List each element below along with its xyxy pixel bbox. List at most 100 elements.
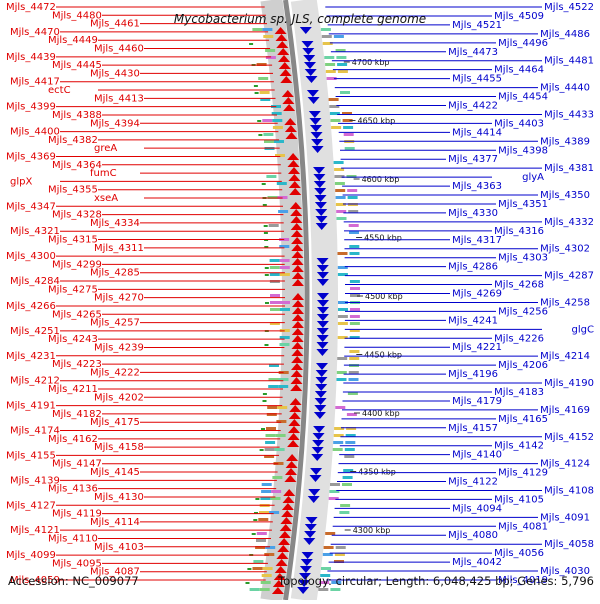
annotation-block [348,378,359,381]
annotation-block [335,49,346,52]
gc-mark [263,225,268,227]
annotation-block [338,301,348,304]
gene-label: Mjls_4256 [498,306,548,317]
annotation-block [326,77,337,80]
gene-label: Mjls_4202 [94,392,144,403]
annotation-block [329,105,340,108]
gene-label: Mjls_4285 [90,268,140,279]
gene-label: Mjls_4114 [90,517,140,528]
forward-gene-arrow [287,153,300,160]
forward-gene-arrow [288,426,300,433]
annotation-block [260,581,271,584]
gc-mark [258,134,263,136]
annotation-block [329,112,340,115]
gc-mark [265,302,269,304]
annotation-block [275,154,285,157]
reverse-gene-arrow [301,552,314,559]
gc-mark [264,344,269,346]
gene-label: Mjls_4330 [448,208,498,219]
reverse-gene-arrow [315,209,328,216]
topology-text: Topology: circular; Length: 6,048,425 bp… [277,574,594,588]
annotation-block [344,448,355,451]
annotation-block [349,350,360,353]
annotation-block [265,441,276,444]
annotation-block [328,497,339,500]
annotation-block [274,448,285,451]
reverse-gene-arrow [305,76,318,83]
reverse-gene-arrow [313,426,326,433]
annotation-block [345,434,356,437]
reverse-gene-arrow [303,538,316,545]
annotation-block [278,371,289,374]
annotation-block [318,588,329,591]
forward-gene-arrow [276,41,289,48]
annotation-block [278,210,289,213]
gc-mark [262,400,267,402]
reverse-gene-arrow [308,489,321,496]
annotation-block [329,490,340,493]
annotation-block [336,217,347,220]
gene-label: Mjls_4190 [544,378,594,389]
tick-label: 4700 kbp [352,58,390,67]
gc-mark [254,92,259,94]
tick-label: 4600 kbp [362,175,400,184]
annotation-block [335,196,346,199]
reverse-gene-arrow [316,349,329,356]
gene-label: Mjls_4328 [52,210,102,221]
feature-tracks [245,27,360,594]
gene-label: Mjls_4317 [452,235,502,246]
gene-label: Mjls_4470 [10,27,60,38]
forward-gene-arrow [288,181,301,188]
reverse-gene-arrow [313,181,326,188]
forward-gene-arrow [284,475,297,482]
annotation-block [342,119,353,122]
annotation-block [266,427,276,430]
reverse-gene-arrow [317,293,329,300]
annotation-block [279,329,290,332]
annotation-block [258,518,269,521]
gene-label: Mjls_4472 [6,2,56,13]
gene-label: Mjls_4275 [48,284,98,295]
gene-label: Mjls_4152 [544,432,594,443]
forward-gene-arrow [291,237,304,244]
tick-label: 4300 kbp [353,526,391,535]
forward-gene-arrow [287,433,300,440]
annotation-block [268,378,279,381]
annotation-block [261,490,272,493]
annotation-block [269,511,280,514]
gene-label: Mjls_4303 [498,253,548,264]
gene-label: Mjls_4155 [6,450,56,461]
forward-gene-arrow [291,258,304,265]
annotation-block [338,308,348,311]
annotation-block [336,371,347,374]
annotation-block [345,441,356,444]
forward-gene-arrow [279,524,292,531]
annotation-block [276,420,287,423]
gene-label: Mjls_4347 [6,201,56,212]
annotation-block [265,434,276,437]
gc-mark [262,393,267,395]
annotation-block [320,28,331,31]
annotation-block [260,497,271,500]
gene-label: Mjls_4251 [10,326,60,337]
forward-gene-arrow [290,223,303,230]
annotation-block [265,56,276,59]
annotation-block [342,476,353,479]
gene-label: Mjls_4127 [6,500,56,511]
reverse-gene-arrow [314,195,327,202]
forward-gene-arrow [290,230,303,237]
gene-label: Mjls_4130 [94,492,144,503]
gc-mark [253,519,258,521]
gene-label: Mjls_4222 [90,367,140,378]
annotation-block [346,175,357,178]
reverse-gene-arrow [317,300,329,307]
gene-label: Mjls_4417 [10,77,60,88]
annotation-block [319,581,330,584]
annotation-block [269,364,279,367]
reverse-gene-arrow [301,41,314,48]
annotation-block [347,189,358,192]
annotation-block [270,308,280,311]
annotation-block [273,462,284,465]
gene-label: Mjls_4175 [90,417,140,428]
